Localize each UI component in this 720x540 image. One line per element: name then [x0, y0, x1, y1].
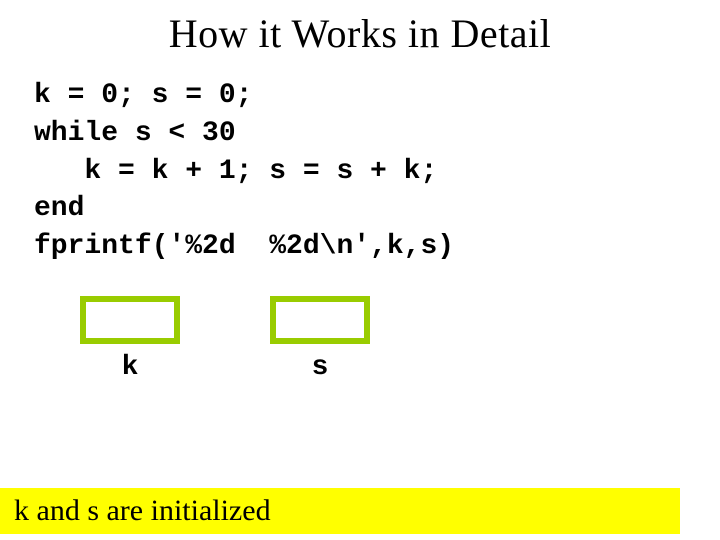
code-block: k = 0; s = 0; while s < 30 k = k + 1; s …: [0, 57, 720, 266]
variable-s-label: s: [312, 352, 329, 383]
variable-s-container: s: [270, 296, 370, 383]
variable-s-box: [270, 296, 370, 344]
code-line-4: end: [34, 193, 84, 224]
slide-title: How it Works in Detail: [0, 0, 720, 57]
variable-k-label: k: [122, 352, 139, 383]
code-line-1: k = 0; s = 0;: [34, 80, 252, 111]
code-line-5: fprintf('%2d %2d\n',k,s): [34, 231, 454, 262]
variable-k-box: [80, 296, 180, 344]
code-line-3: k = k + 1; s = s + k;: [34, 156, 437, 187]
code-line-2: while s < 30: [34, 118, 236, 149]
caption-bar: k and s are initialized: [0, 488, 680, 534]
variable-boxes-row: k s: [0, 266, 720, 383]
variable-k-container: k: [80, 296, 180, 383]
